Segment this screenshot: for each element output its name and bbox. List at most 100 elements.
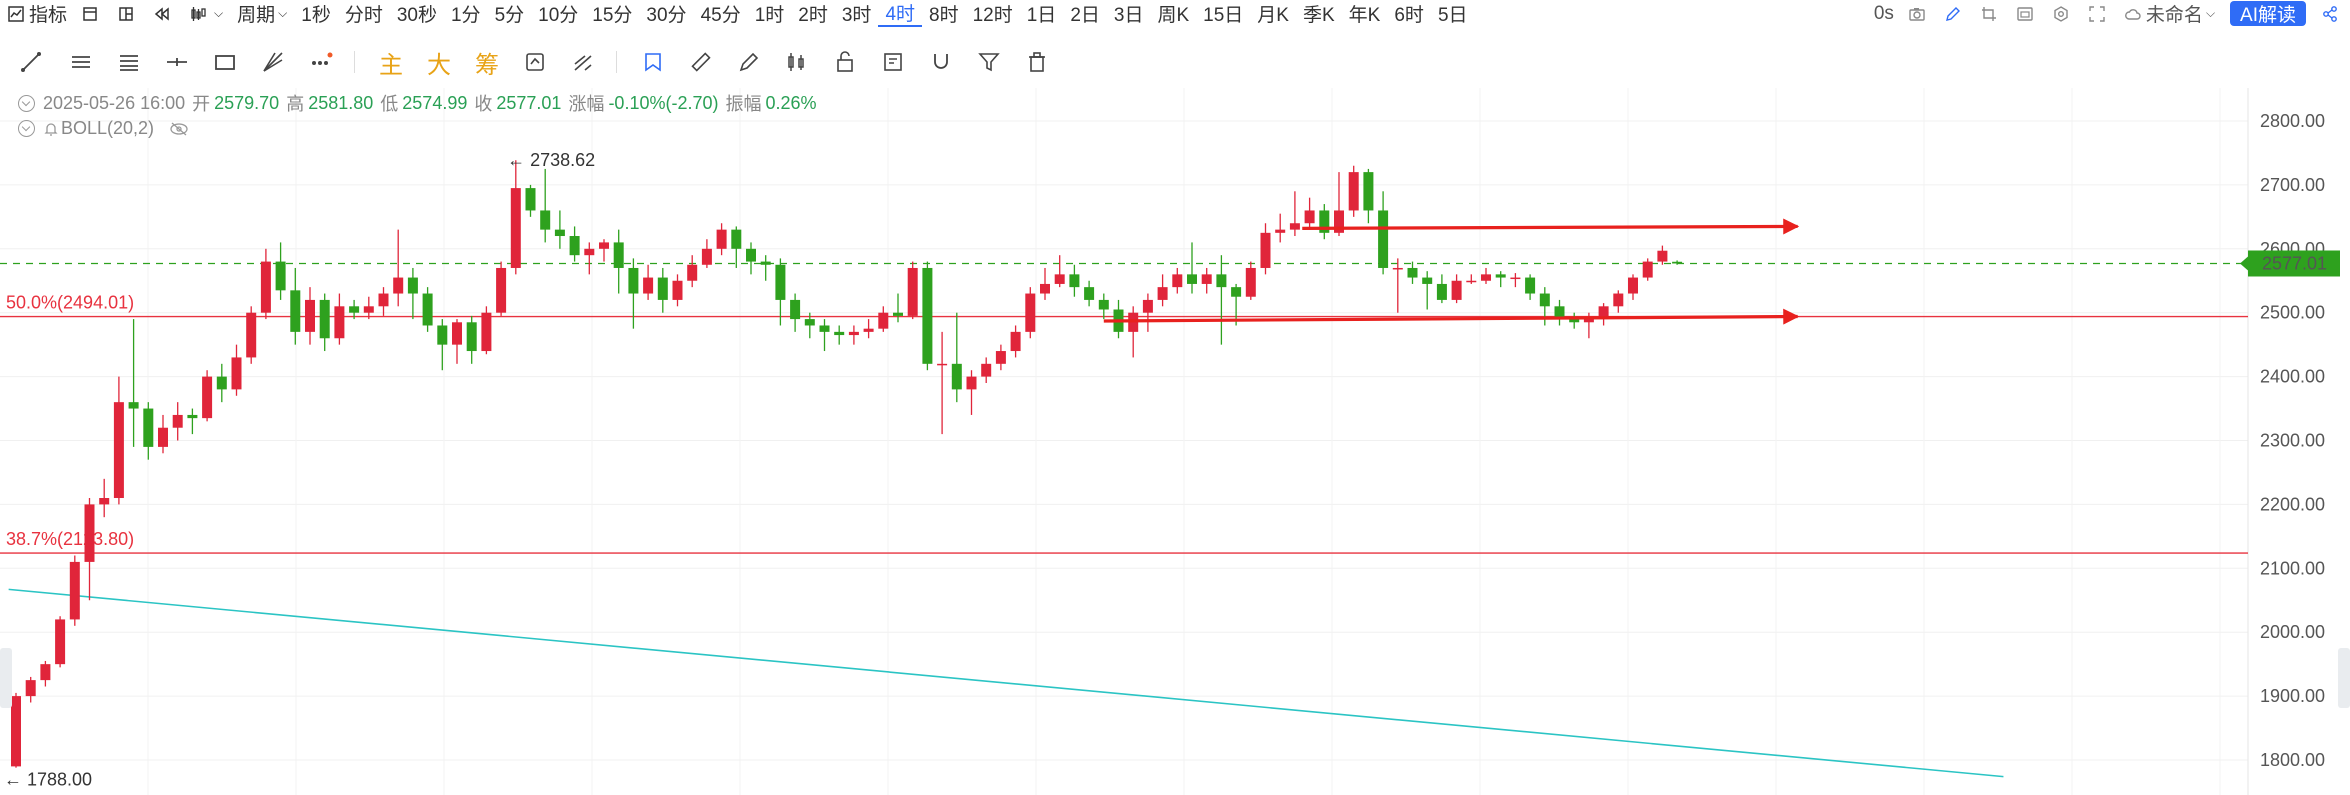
timeframe-14[interactable]: 12时 bbox=[972, 5, 1013, 26]
layout-button[interactable] bbox=[110, 0, 146, 27]
timeframe-11[interactable]: 3时 bbox=[841, 5, 872, 26]
lock-icon[interactable] bbox=[828, 45, 862, 79]
timeframe-9[interactable]: 1时 bbox=[754, 5, 785, 26]
trend-line-tool-icon[interactable] bbox=[14, 45, 48, 79]
candle-body bbox=[834, 331, 845, 336]
timeframe-5[interactable]: 10分 bbox=[538, 5, 579, 26]
candle-body bbox=[422, 293, 433, 326]
candle-body bbox=[378, 293, 389, 307]
timeframe-20[interactable]: 月K bbox=[1257, 5, 1289, 26]
timeframe-7[interactable]: 30分 bbox=[646, 5, 687, 26]
collapse-toggle-icon[interactable] bbox=[18, 120, 35, 137]
timeframe-16[interactable]: 2日 bbox=[1070, 5, 1100, 26]
arrow-annotation[interactable] bbox=[1103, 308, 1800, 325]
pen-icon[interactable] bbox=[1937, 0, 1973, 27]
candle-body bbox=[1304, 210, 1315, 224]
timeframe-2[interactable]: 30秒 bbox=[396, 5, 437, 26]
ai-analysis-button[interactable]: AI解读 bbox=[2230, 1, 2306, 26]
layout-name-dropdown[interactable]: 未命名 ⌵ bbox=[2117, 0, 2222, 27]
timeframe-18[interactable]: 周K bbox=[1157, 5, 1190, 26]
big-order-tool[interactable]: 大 bbox=[427, 51, 451, 79]
timeframe-17[interactable]: 3日 bbox=[1113, 5, 1144, 26]
candle-body bbox=[540, 210, 551, 230]
timeframe-22[interactable]: 年K bbox=[1348, 5, 1381, 26]
candle-body bbox=[804, 319, 815, 326]
gann-tool-icon[interactable] bbox=[256, 45, 290, 79]
hide-drawings-icon[interactable] bbox=[566, 45, 600, 79]
layout-icon bbox=[119, 6, 133, 21]
notes-icon[interactable] bbox=[876, 45, 910, 79]
parallel-channel-tool-icon[interactable] bbox=[64, 45, 98, 79]
bell-icon[interactable] bbox=[43, 121, 59, 137]
timeframe-1[interactable]: 分时 bbox=[344, 5, 383, 26]
timeframe-6[interactable]: 15分 bbox=[592, 5, 633, 26]
candle-body bbox=[760, 261, 771, 265]
trash-icon[interactable] bbox=[1020, 45, 1054, 79]
share-icon[interactable] bbox=[2314, 0, 2350, 27]
timeframe-12[interactable]: 4时 bbox=[878, 0, 923, 27]
collapse-toggle-icon[interactable] bbox=[18, 94, 35, 112]
ruler-icon[interactable] bbox=[684, 45, 718, 79]
timeframe-24[interactable]: 5日 bbox=[1437, 5, 1468, 26]
candle-body bbox=[1054, 274, 1065, 284]
timeframe-13[interactable]: 8时 bbox=[929, 5, 959, 26]
chevron-down-icon: ⌵ bbox=[214, 6, 224, 20]
candle-body bbox=[363, 306, 374, 313]
camera-icon[interactable] bbox=[1901, 0, 1937, 27]
right-scroll-handle[interactable] bbox=[2338, 648, 2350, 708]
magnet-icon[interactable] bbox=[924, 45, 958, 79]
template-button[interactable] bbox=[74, 0, 110, 27]
bookmark-icon[interactable] bbox=[636, 45, 670, 79]
timeframe-19[interactable]: 15日 bbox=[1203, 5, 1244, 26]
timeframe-8[interactable]: 45分 bbox=[700, 5, 741, 26]
candle-body bbox=[922, 267, 933, 364]
more-tools-icon[interactable] bbox=[304, 45, 338, 79]
timeframe-3[interactable]: 1分 bbox=[450, 5, 481, 26]
left-scroll-handle[interactable] bbox=[0, 648, 12, 708]
horizontal-line-tool-icon[interactable] bbox=[160, 45, 194, 79]
y-tick-label: 1900.00 bbox=[2260, 686, 2325, 706]
candle-body bbox=[1672, 261, 1683, 264]
timeframe-0[interactable]: 1秒 bbox=[301, 5, 331, 26]
candle-body bbox=[937, 363, 948, 366]
timeframe-4[interactable]: 5分 bbox=[494, 5, 525, 26]
arrow-annotation[interactable] bbox=[1302, 218, 1800, 235]
candle-body bbox=[69, 561, 80, 620]
filter-icon[interactable] bbox=[972, 45, 1006, 79]
template-icon bbox=[83, 6, 97, 21]
timeframe-15[interactable]: 1日 bbox=[1026, 5, 1057, 26]
candle-body bbox=[172, 414, 183, 428]
timeframe-21[interactable]: 季K bbox=[1302, 5, 1335, 26]
candle-body bbox=[260, 261, 271, 313]
period-dropdown[interactable]: 周期 ⌵ bbox=[230, 0, 294, 27]
candles-compare-icon[interactable] bbox=[780, 45, 814, 79]
candle-body bbox=[525, 188, 536, 211]
drawing-toolbar: 主 大 筹 bbox=[0, 45, 1100, 81]
candle-body bbox=[143, 408, 154, 447]
settings-icon[interactable] bbox=[2045, 0, 2081, 27]
rectangle-tool-icon[interactable] bbox=[208, 45, 242, 79]
ohlc-info-line: 2025-05-26 16:00 开 2579.70 高 2581.80 低 2… bbox=[18, 90, 817, 116]
candle-body bbox=[40, 664, 51, 681]
indicator-button[interactable]: 指标 bbox=[0, 0, 74, 27]
fib-retracement-tool-icon[interactable] bbox=[112, 45, 146, 79]
chart-type-button[interactable]: ⌵ bbox=[182, 0, 230, 27]
timeframe-23[interactable]: 6时 bbox=[1394, 5, 1424, 26]
candle-body bbox=[878, 312, 889, 329]
brush-icon[interactable] bbox=[732, 45, 766, 79]
fullscreen-icon[interactable] bbox=[2081, 0, 2117, 27]
sync-drawing-icon[interactable] bbox=[518, 45, 552, 79]
crop-icon[interactable] bbox=[1973, 0, 2009, 27]
candle-body bbox=[1363, 172, 1374, 211]
main-force-tool[interactable]: 主 bbox=[379, 51, 403, 79]
candle-body bbox=[319, 299, 330, 339]
trendline[interactable] bbox=[8, 588, 2004, 778]
timeframe-10[interactable]: 2时 bbox=[798, 5, 828, 26]
eye-hidden-icon[interactable] bbox=[168, 121, 190, 137]
chip-distribution-tool[interactable]: 筹 bbox=[475, 51, 499, 79]
candle-body bbox=[1025, 293, 1036, 332]
replay-button[interactable] bbox=[146, 0, 182, 27]
screenshot-icon[interactable] bbox=[2009, 0, 2045, 27]
